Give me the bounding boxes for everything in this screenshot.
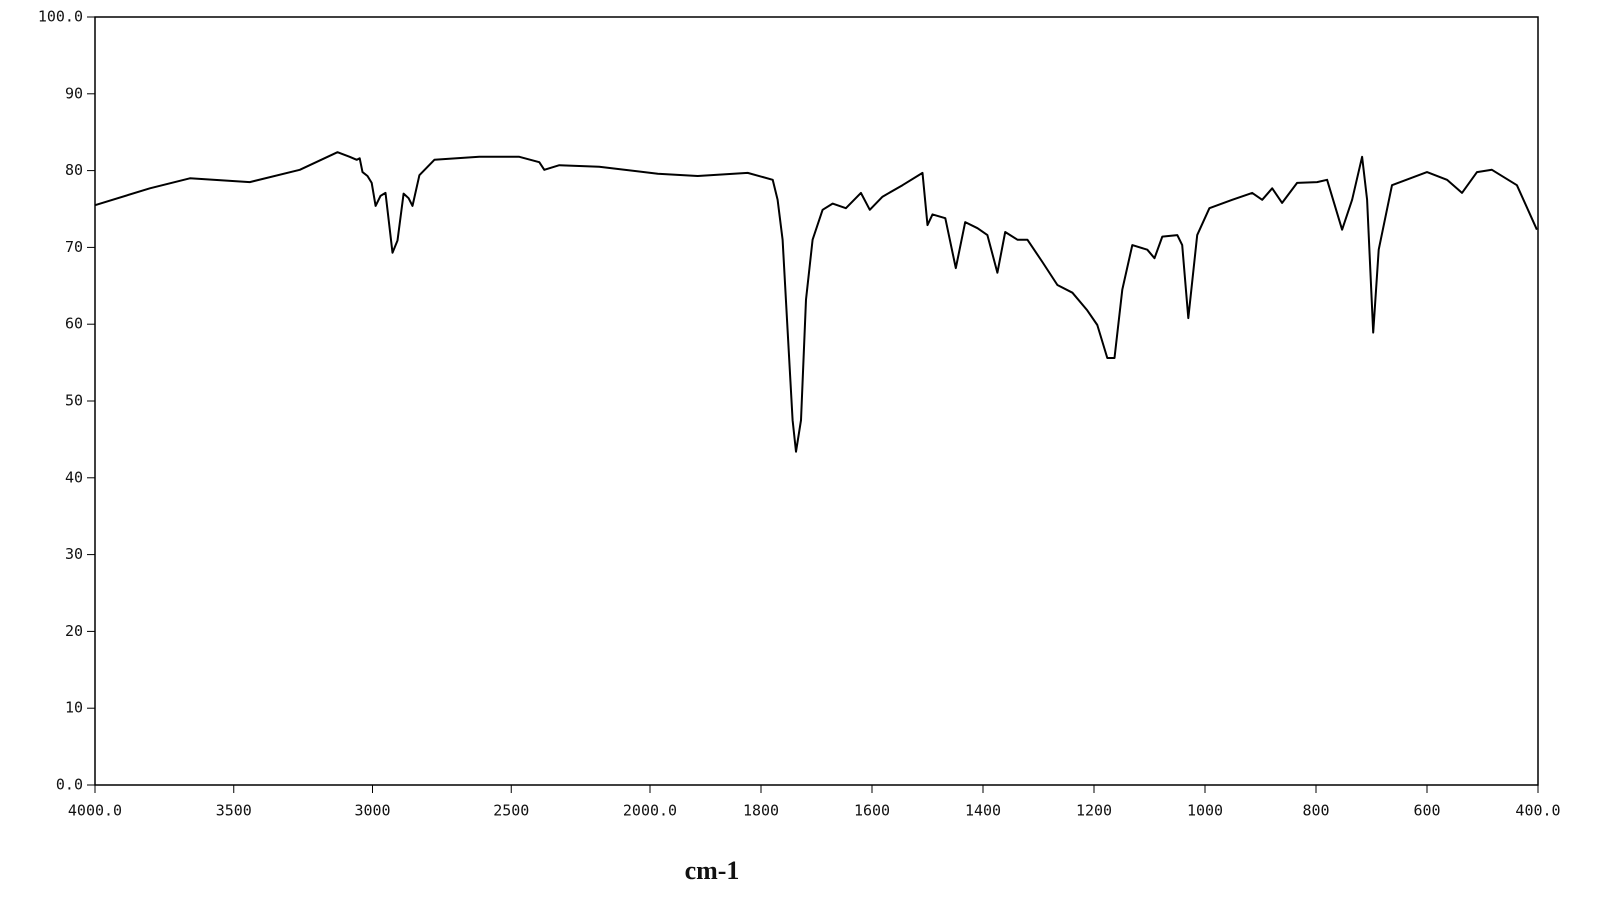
x-tick-label: 1200 [1076,802,1112,820]
y-tick-label: 70 [65,238,83,256]
x-tick-label: 600 [1413,802,1440,820]
x-tick-label: 1400 [965,802,1001,820]
x-tick-label: 2000.0 [623,802,677,820]
y-tick-label: 60 [65,315,83,333]
x-tick-label: 2500 [493,802,529,820]
y-tick-label: 0.0 [56,776,83,794]
x-tick-label: 800 [1302,802,1329,820]
y-tick-label: 100.0 [38,8,83,26]
y-tick-label: 50 [65,392,83,410]
y-tick-label: 10 [65,699,83,717]
x-tick-label: 4000.0 [68,802,122,820]
x-tick-label: 1800 [743,802,779,820]
y-tick-label: 30 [65,545,83,563]
x-tick-label: 1600 [854,802,890,820]
y-tick-label: 20 [65,622,83,640]
plot-frame [94,16,1539,786]
y-tick-label: 80 [65,161,83,179]
x-tick-label: 1000 [1187,802,1223,820]
y-tick-label: 40 [65,468,83,486]
x-axis-title: cm-1 [685,856,740,885]
spectrum-line [94,151,1538,453]
x-tick-label: 3500 [216,802,252,820]
x-tick-label: 400.0 [1515,802,1560,820]
y-tick-label: 90 [65,84,83,102]
x-tick-label: 3000 [354,802,390,820]
